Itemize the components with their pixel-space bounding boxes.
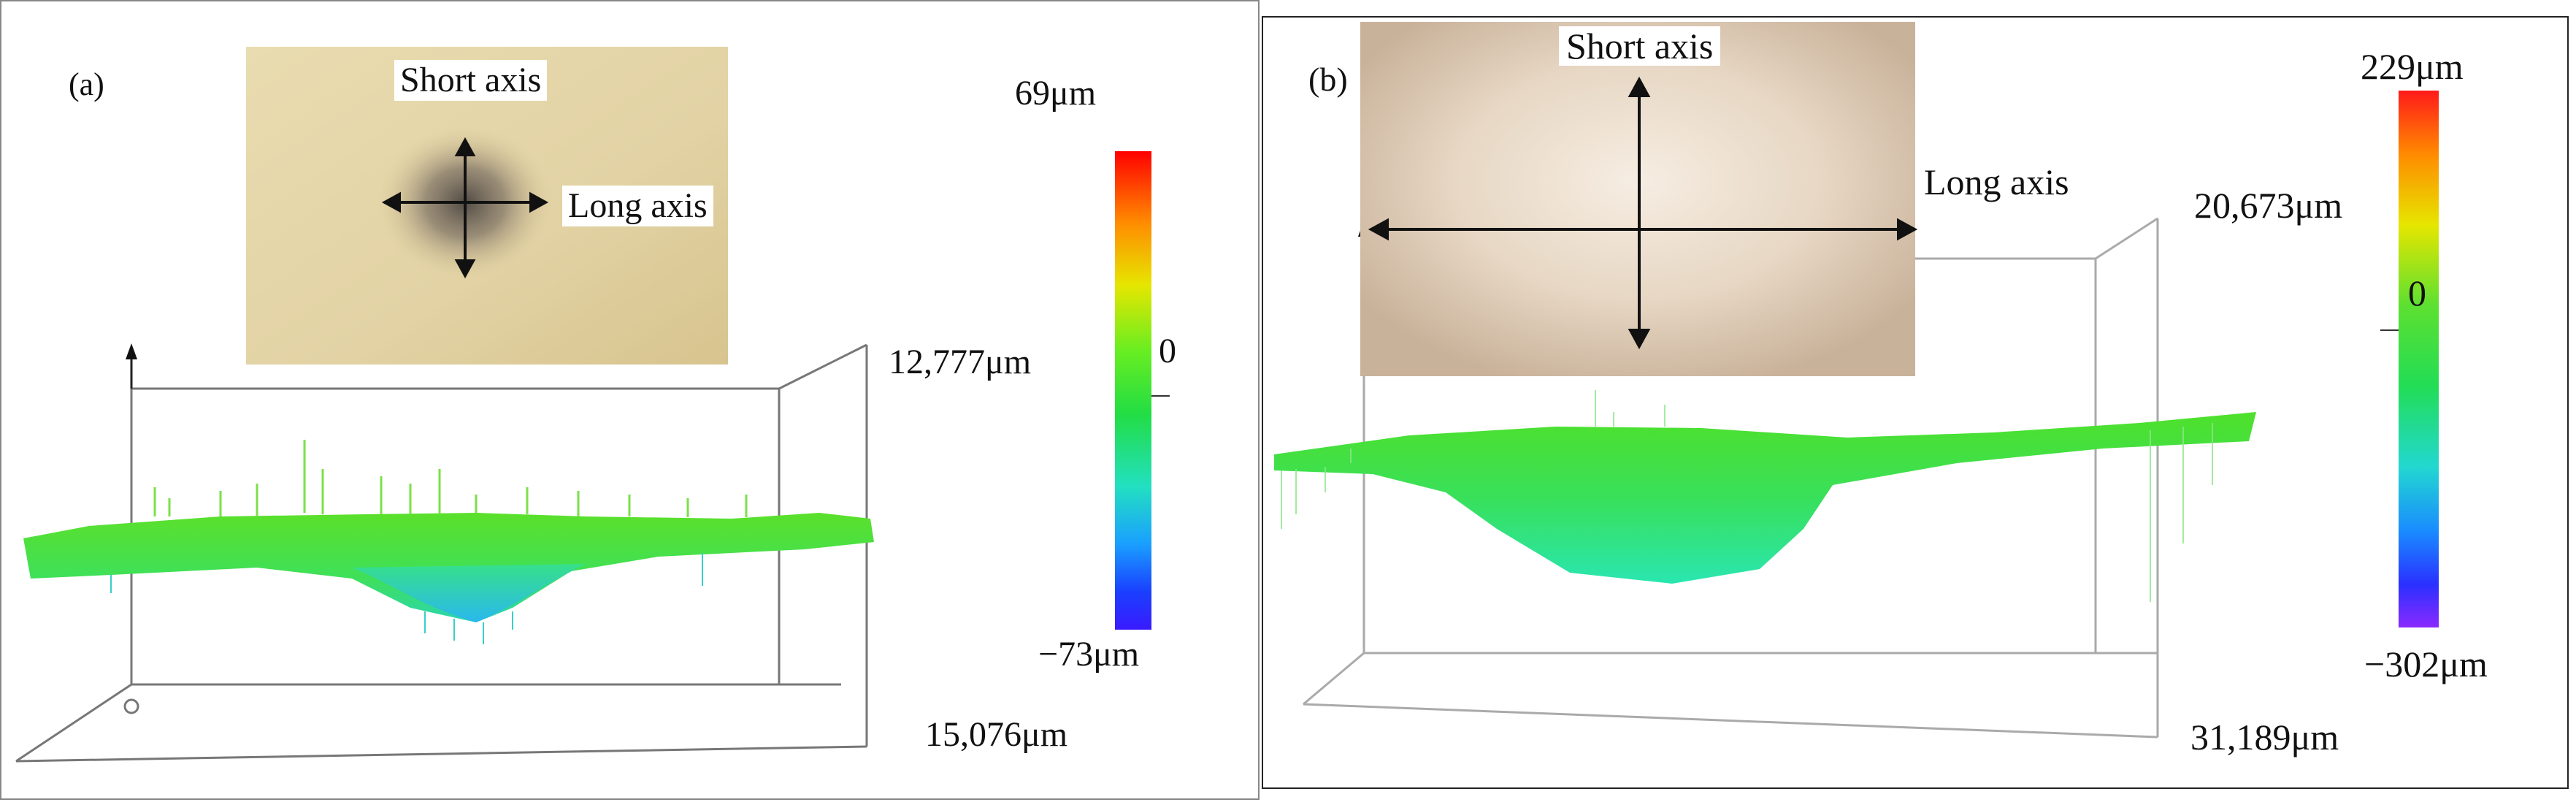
scale-max-label-a: 69μm (1015, 74, 1097, 112)
axis-cross-a (381, 137, 549, 279)
long-axis-label-a: Long axis (562, 186, 713, 226)
axis-cross-b (1368, 76, 1918, 350)
scale-zero-label-b: 0 (2408, 272, 2426, 313)
short-axis-label-a: Short axis (394, 60, 548, 101)
bounding-box-a (15, 343, 868, 763)
panel-a: Short axis Long axis (a) 69μm 0 −73μm 12… (0, 0, 1260, 800)
scale-min-label-a: −73μm (1038, 635, 1140, 674)
panel-label-a: (a) (69, 66, 104, 102)
short-axis-label-b: Short axis (1559, 26, 1721, 66)
scale-zero-label-a: 0 (1159, 332, 1176, 370)
origin-marker-a (123, 698, 139, 714)
panel-a-graphics (15, 47, 1170, 763)
scale-min-label-b: −302μm (2364, 644, 2488, 684)
dimension-upper-label-b: 20,673μm (2194, 185, 2343, 226)
surface-profile-b (1274, 390, 2256, 602)
color-scale-bar-b (2399, 91, 2439, 627)
dimension-lower-label-b: 31,189μm (2190, 717, 2339, 758)
panel-b: Short axis Long axis (b) 229μm 0 −302μm … (1262, 16, 2569, 789)
dimension-lower-label-a: 15,076μm (925, 715, 1068, 754)
surface-profile-a (23, 440, 874, 644)
color-scale-bar-a (1115, 151, 1151, 630)
panel-b-graphics (1274, 22, 2439, 739)
dimension-upper-label-a: 12,777μm (889, 343, 1032, 381)
vertical-axis-arrow-a (126, 343, 137, 389)
long-axis-label-b: Long axis (1917, 162, 2077, 202)
scale-max-label-b: 229μm (2361, 46, 2464, 87)
panel-label-b: (b) (1308, 61, 1348, 98)
